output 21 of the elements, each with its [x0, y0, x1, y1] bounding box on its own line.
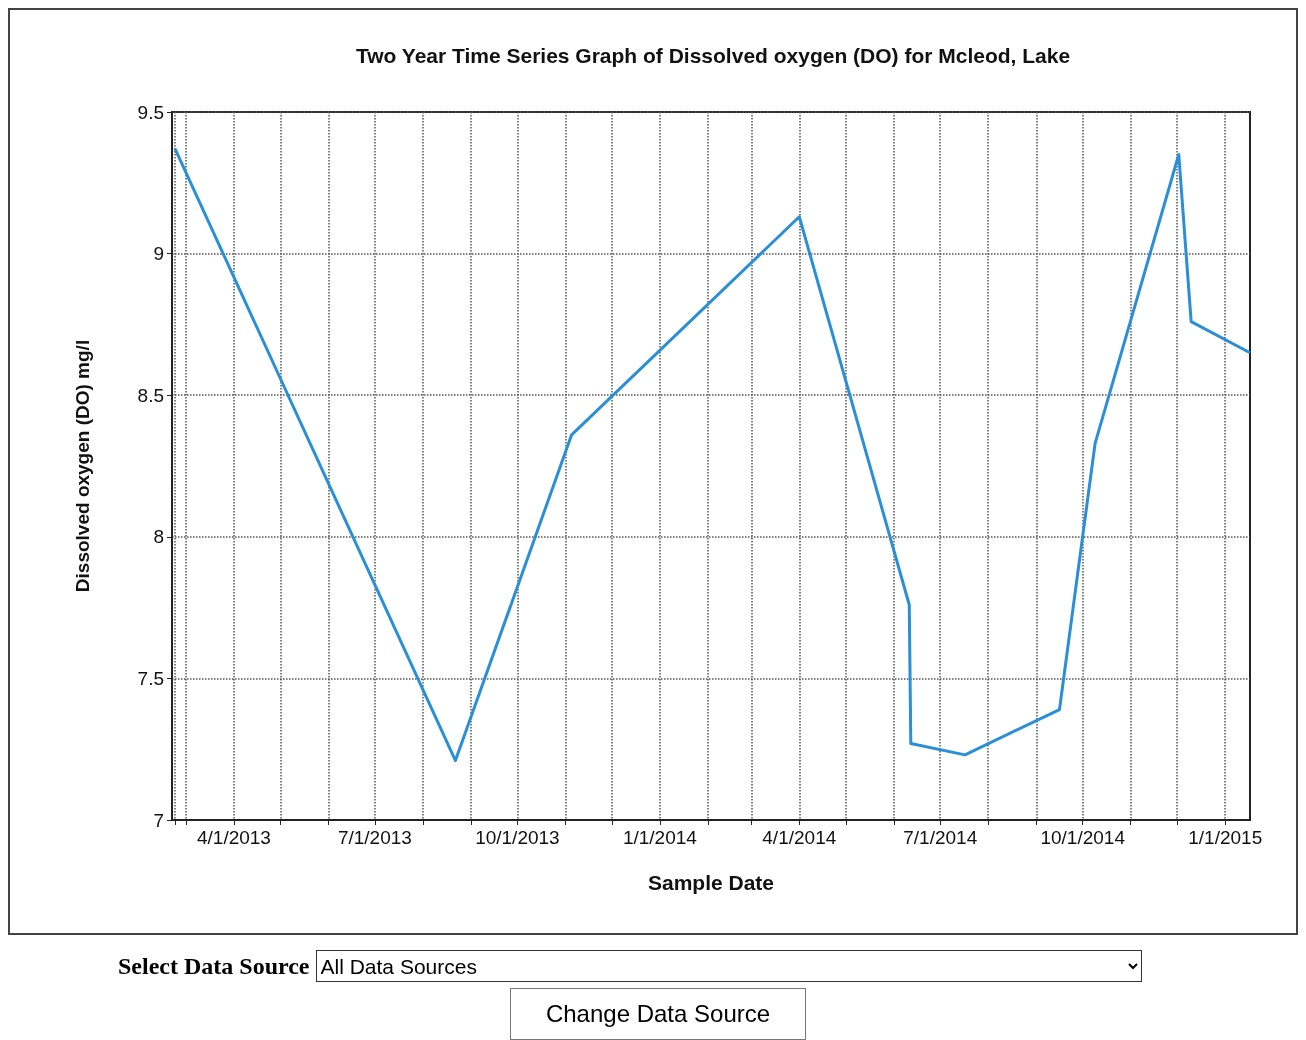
x-axis-title: Sample Date — [647, 871, 775, 894]
x-tick-label: 7/1/2014 — [903, 827, 978, 848]
line-series — [173, 147, 1252, 763]
x-tick-label: 1/1/2015 — [1188, 827, 1263, 848]
change-source-button: Change Data Source — [510, 988, 806, 1040]
x-tick-label: 4/1/2014 — [762, 827, 837, 848]
text: Select Data Source — [118, 952, 310, 980]
y-axis-title: Dissolved oxygen (DO) mg/l — [72, 339, 93, 593]
y-tick-label: 7.5 — [137, 667, 164, 689]
x-tick-label: 1/1/2014 — [622, 827, 698, 848]
x-tick-label: 4/1/2013 — [196, 827, 271, 848]
y-tick-label: 9.5 — [137, 101, 164, 123]
y-tick-label: 8 — [153, 526, 164, 548]
x-tick-label: 7/1/2013 — [337, 827, 412, 848]
chart-title: Two Year Time Series Graph of Dissolved oxygen (DO) for Mcleod, Lake — [355, 44, 1071, 67]
y-tick-label: 7 — [153, 809, 164, 831]
x-tick-label: 10/1/2014 — [1040, 827, 1126, 848]
x-tick-label: 10/1/2013 — [475, 827, 560, 848]
y-tick-label: 8.5 — [137, 384, 164, 406]
data-source-select: All Data Sources — [315, 950, 1142, 982]
y-tick-label: 9 — [153, 243, 164, 265]
